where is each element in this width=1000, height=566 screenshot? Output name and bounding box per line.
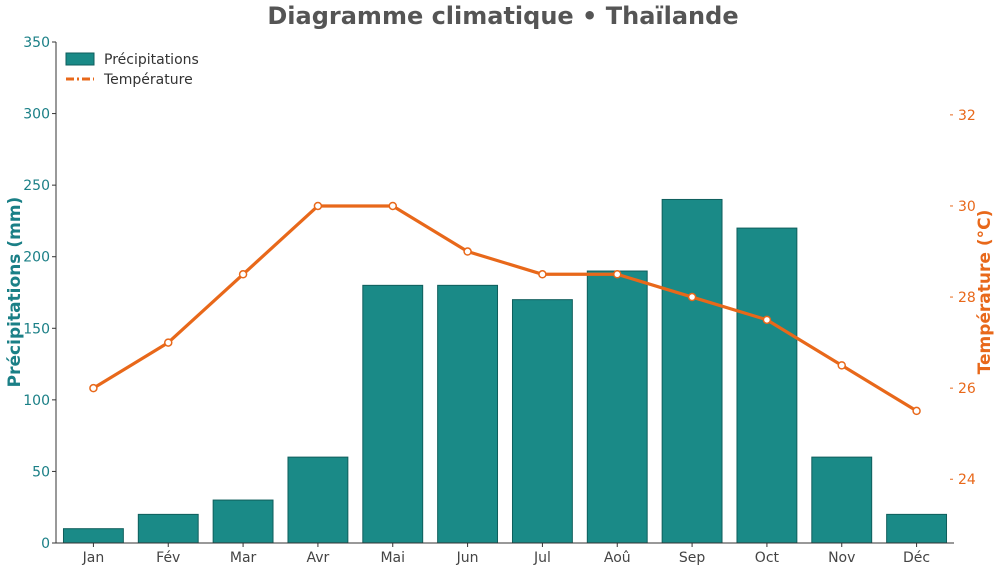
y-tick-label-left: 300 bbox=[23, 107, 50, 123]
y-tick-label-left: 0 bbox=[41, 536, 50, 552]
y-tick-label-left: 250 bbox=[23, 178, 50, 194]
bar-Mar bbox=[212, 499, 274, 544]
legend-label-precipitation: Précipitations bbox=[104, 52, 199, 68]
y-axis-label-left: Précipitations (mm) bbox=[5, 197, 25, 388]
temperature-line-group bbox=[89, 201, 921, 416]
bar-Jul bbox=[511, 299, 573, 544]
chart-title: Diagramme climatique • Thaïlande bbox=[267, 2, 738, 30]
x-tick-label: Sep bbox=[679, 550, 706, 566]
bar-Mai bbox=[362, 284, 424, 544]
bar-Oct bbox=[736, 227, 798, 544]
temperature-point-Nov bbox=[837, 361, 846, 370]
bar-Nov bbox=[811, 456, 873, 544]
x-tick-label: Nov bbox=[828, 550, 855, 566]
bar-Déc bbox=[886, 513, 948, 544]
y-right-ticks-group: 24 26 28 30 32 bbox=[950, 108, 976, 488]
axes-group bbox=[55, 42, 954, 544]
x-tick-label: Fév bbox=[156, 550, 180, 566]
temperature-point-Jun bbox=[463, 247, 472, 256]
temperature-point-Aoû bbox=[613, 270, 622, 279]
bar-Sep bbox=[661, 198, 723, 544]
temperature-point-Jul bbox=[538, 270, 547, 279]
bar-Avr bbox=[287, 456, 349, 544]
temperature-point-Oct bbox=[762, 315, 772, 325]
legend-label-temperature: Température bbox=[103, 72, 193, 88]
y-tick-label-right: 28 bbox=[958, 290, 976, 306]
x-tick-label: Avr bbox=[307, 550, 330, 566]
y-tick-label-left: 150 bbox=[23, 321, 50, 337]
legend: Précipitations Température bbox=[65, 52, 199, 88]
x-ticks-group: Jan Fév Mar Avr Mai Jun Jul Aoû Sep Oct Nov Déc bbox=[82, 543, 930, 566]
y-tick-label-left: 200 bbox=[23, 250, 50, 266]
temperature-line bbox=[92, 204, 918, 413]
bar-Fév bbox=[137, 513, 199, 544]
y-tick-label-right: 24 bbox=[958, 472, 976, 488]
temperature-point-Déc bbox=[912, 406, 921, 416]
bars-group bbox=[62, 198, 948, 544]
bar-Jun bbox=[437, 284, 499, 544]
y-tick-label-left: 350 bbox=[23, 35, 50, 51]
temperature-point-Avr bbox=[313, 201, 323, 211]
x-tick-label: Déc bbox=[903, 550, 930, 566]
x-tick-label: Mar bbox=[230, 550, 257, 566]
bar-Aoû bbox=[586, 270, 648, 544]
legend-swatch-precipitation bbox=[65, 52, 95, 66]
x-tick-label: Mai bbox=[380, 550, 405, 566]
y-tick-label-right: 30 bbox=[958, 199, 976, 215]
y-tick-label-left: 100 bbox=[23, 393, 50, 409]
y-axis-label-right: Température (°C) bbox=[975, 210, 995, 375]
x-tick-label: Jun bbox=[456, 550, 479, 566]
temperature-point-Mar bbox=[238, 270, 248, 279]
x-tick-label: Oct bbox=[755, 550, 780, 566]
x-tick-label: Aoû bbox=[604, 550, 631, 566]
x-tick-label: Jul bbox=[533, 550, 551, 566]
x-tick-label: Jan bbox=[82, 550, 105, 566]
y-tick-label-right: 26 bbox=[958, 381, 976, 397]
temperature-point-Jan bbox=[89, 383, 98, 393]
temperature-point-Fév bbox=[164, 338, 173, 347]
y-left-ticks-group: 0 50 100 150 200 250 300 350 bbox=[23, 35, 56, 552]
bar-Jan bbox=[62, 528, 124, 544]
temperature-point-Sep bbox=[687, 292, 697, 302]
y-tick-label-left: 50 bbox=[32, 464, 50, 480]
y-tick-label-right: 32 bbox=[958, 108, 976, 124]
temperature-point-Mai bbox=[388, 201, 397, 211]
